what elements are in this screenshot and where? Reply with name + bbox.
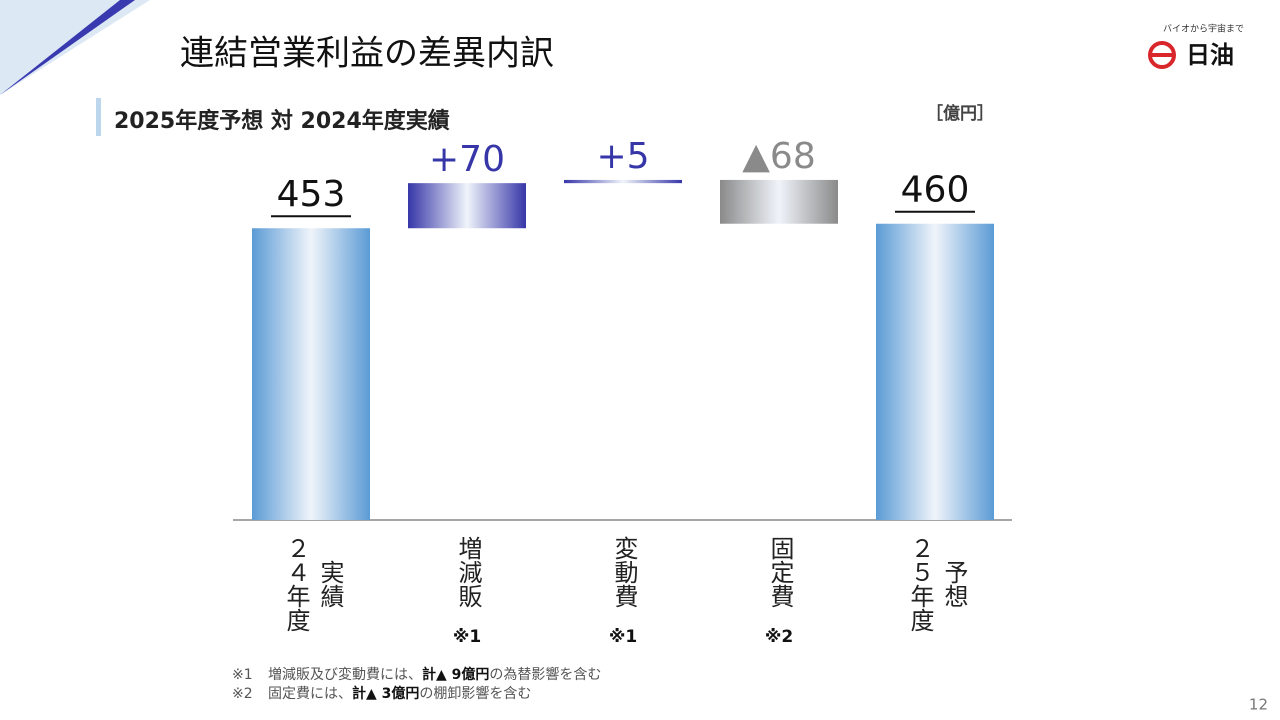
bar [876, 223, 994, 520]
bar [564, 179, 682, 184]
unit-label: ［億円］ [926, 103, 994, 124]
bar [720, 179, 838, 224]
category-note: ※1 [609, 627, 637, 647]
x-tick-label: 増減販 [454, 536, 482, 608]
bar [252, 228, 370, 520]
footnote-part: 固定費には、 [268, 686, 352, 702]
x-tick-label: ２４年度 [282, 536, 310, 632]
footnote-part: の為替影響を含む [489, 666, 601, 683]
x-tick-label: 予想 [940, 560, 968, 608]
footnote-mark: ※1 [232, 667, 253, 683]
x-tick-label: 変動費 [610, 536, 638, 608]
subtitle: 2025年度予想 対 2024年度実績 [114, 108, 450, 134]
category-note: ※2 [765, 627, 793, 647]
page-number: 12 [1249, 696, 1268, 714]
footnote-part: 増減販及び変動費には、 [268, 666, 422, 683]
category-note: ※1 [453, 627, 481, 647]
footnote-mark: ※2 [232, 686, 253, 702]
x-tick-label: ２５年度 [906, 536, 934, 632]
footnote-part: の棚卸影響を含む [419, 685, 531, 702]
value-label: 460 [901, 170, 970, 211]
value-label: ▲68 [742, 136, 816, 177]
corner-decoration [0, 0, 135, 95]
value-label: 453 [277, 174, 346, 215]
footnote-part: 計▲ 3億円 [352, 685, 419, 702]
logo-tagline: バイオから宇宙まで [1163, 23, 1244, 35]
corner-decoration [0, 0, 150, 95]
logo-name: 日油 [1186, 41, 1234, 69]
x-tick-label: 固定費 [766, 536, 794, 608]
slide-title: 連結営業利益の差異内訳 [180, 34, 554, 74]
value-label: +5 [596, 136, 649, 177]
subtitle-bar [96, 98, 101, 136]
bar [408, 183, 526, 229]
x-tick-label: 実績 [316, 560, 344, 608]
value-label: +70 [429, 139, 505, 180]
footnote: 増減販及び変動費には、計▲ 9億円の為替影響を含む [268, 666, 601, 683]
footnote-part: 計▲ 9億円 [422, 666, 489, 683]
footnote: 固定費には、計▲ 3億円の棚卸影響を含む [268, 685, 531, 702]
